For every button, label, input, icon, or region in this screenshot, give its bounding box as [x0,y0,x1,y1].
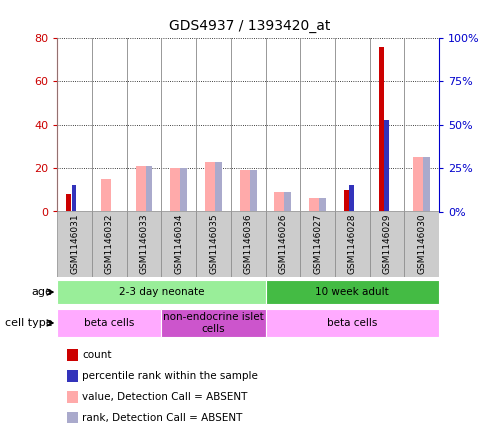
Bar [349,186,354,212]
Text: beta cells: beta cells [84,318,135,328]
Bar [180,168,187,212]
Bar [92,212,127,277]
Bar [231,212,265,277]
Bar [274,192,284,212]
Text: GSM1146031: GSM1146031 [70,214,79,274]
Bar [136,166,146,212]
Text: beta cells: beta cells [327,318,378,328]
Bar [423,157,430,212]
Text: count: count [82,350,112,360]
Text: GSM1146026: GSM1146026 [278,214,287,274]
Bar [379,47,384,212]
Bar [127,212,162,277]
Text: GSM1146033: GSM1146033 [140,214,149,274]
Text: rank, Detection Call = ABSENT: rank, Detection Call = ABSENT [82,413,243,423]
Text: GSM1146028: GSM1146028 [348,214,357,274]
Bar [101,179,111,212]
Bar [57,212,92,277]
Bar [404,212,439,277]
Bar [162,212,196,277]
Bar [335,212,370,277]
Bar [205,162,215,212]
Text: GSM1146030: GSM1146030 [417,214,426,274]
Bar [265,212,300,277]
Bar [319,198,326,212]
Bar [384,121,389,212]
Text: 2-3 day neonate: 2-3 day neonate [119,287,204,297]
Bar [265,309,439,337]
Bar [250,170,256,212]
Text: GSM1146027: GSM1146027 [313,214,322,274]
Bar [146,166,152,212]
Bar [265,280,439,305]
Text: GSM1146029: GSM1146029 [383,214,392,274]
Bar [162,309,265,337]
Bar [215,162,222,212]
Bar [66,194,71,212]
Text: GDS4937 / 1393420_at: GDS4937 / 1393420_at [169,19,330,33]
Text: age: age [31,287,52,297]
Text: 10 week adult: 10 week adult [315,287,389,297]
Bar [300,212,335,277]
Text: GSM1146035: GSM1146035 [209,214,218,274]
Bar [240,170,250,212]
Bar [72,186,76,212]
Text: GSM1146034: GSM1146034 [174,214,183,274]
Bar [170,168,180,212]
Text: GSM1146036: GSM1146036 [244,214,253,274]
Text: non-endocrine islet
cells: non-endocrine islet cells [163,312,264,334]
Text: value, Detection Call = ABSENT: value, Detection Call = ABSENT [82,392,248,402]
Bar [57,309,162,337]
Bar [309,198,319,212]
Text: GSM1146032: GSM1146032 [105,214,114,274]
Bar [196,212,231,277]
Text: cell type: cell type [5,318,52,328]
Bar [344,190,349,212]
Text: percentile rank within the sample: percentile rank within the sample [82,371,258,381]
Bar [284,192,291,212]
Bar [57,280,265,305]
Bar [413,157,423,212]
Bar [370,212,404,277]
